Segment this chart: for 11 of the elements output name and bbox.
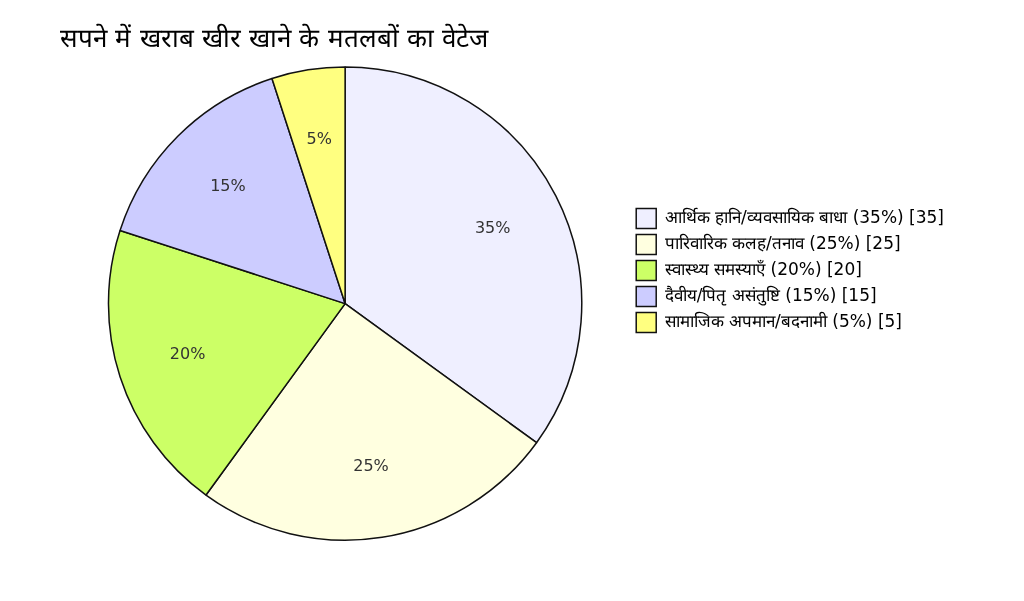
data-label: 15% [210, 175, 246, 195]
legend-label: सामाजिक अपमान/बदनामी (5%) [5] [664, 310, 902, 331]
data-label: 35% [474, 217, 511, 237]
chart-title: सपने में खराब खीर खाने के मतलबों का वेटेज [60, 23, 490, 54]
legend-label: आर्थिक हानि/व्यवसायिक बाधा (35%) [35] [664, 206, 945, 227]
data-label: 5% [306, 129, 332, 149]
legend-label: स्वास्थ्य समस्याएँ (20%) [20] [664, 258, 862, 279]
data-label: 25% [353, 456, 389, 476]
data-label: 20% [169, 343, 206, 363]
legend-label: दैवीय/पितृ असंतुष्टि (15%) [15] [664, 284, 877, 306]
legend-label: पारिवारिक कलह/तनाव (25%) [25] [664, 232, 901, 253]
